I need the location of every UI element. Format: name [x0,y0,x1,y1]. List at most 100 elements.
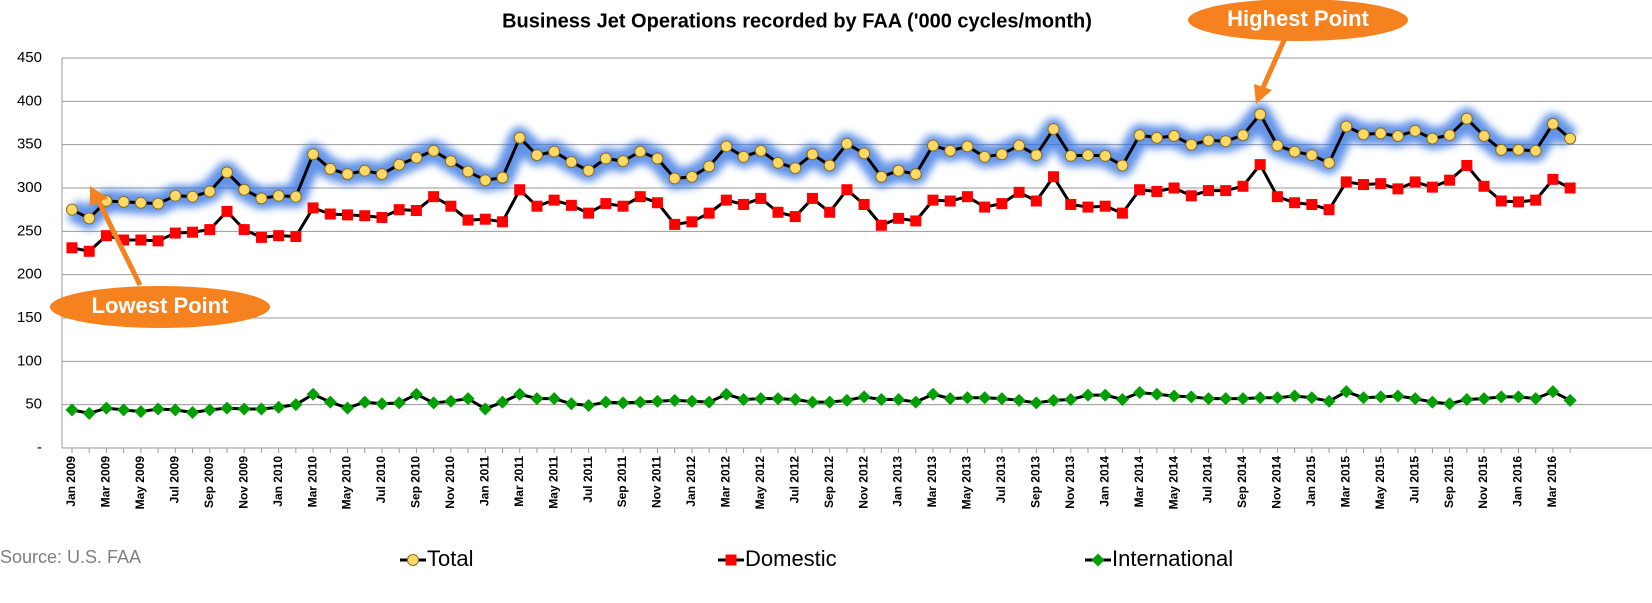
marker [1358,179,1369,191]
marker [1013,186,1025,198]
marker [583,207,595,219]
x-tick-label: Jul 2009 [167,456,181,504]
y-tick-label: 250 [17,222,42,239]
legend-label: International [1112,546,1233,571]
x-tick-label: Nov 2012 [856,456,870,509]
marker [479,213,491,225]
marker [427,144,440,157]
marker [152,197,165,210]
marker [874,392,888,406]
marker [1047,393,1061,407]
marker [703,160,716,173]
marker [1339,385,1353,399]
marker [995,392,1009,406]
marker [1529,392,1543,406]
marker [909,395,923,409]
marker [1564,132,1577,145]
marker [840,137,853,150]
x-tick-label: Jul 2010 [374,456,388,504]
marker [134,405,148,419]
marker [152,235,164,247]
marker [943,392,957,406]
marker [858,198,870,210]
marker [1012,393,1026,407]
marker [909,168,922,181]
marker [875,219,887,231]
marker [358,395,372,409]
marker [772,206,784,218]
x-tick-label: Sep 2013 [1028,456,1042,508]
plot-area: - 50 100 150 200 250 300 350 400 450 Jan 2009 Mar 2… [17,49,1652,509]
marker [409,387,423,401]
marker [1375,178,1387,190]
marker [1409,176,1421,188]
series-line [71,163,1571,253]
marker [1408,392,1422,406]
marker [1512,143,1525,156]
arrow [1259,36,1288,92]
marker [737,392,751,406]
marker [341,401,355,415]
marker [1064,392,1078,406]
marker [444,155,457,168]
marker [1460,392,1474,406]
marker [513,131,526,144]
legend-item: International [1085,546,1233,571]
marker [1288,145,1301,158]
x-tick-label: Sep 2010 [409,456,423,508]
marker [255,231,267,243]
marker [650,394,664,408]
marker [1305,149,1318,162]
marker [1546,385,1560,399]
marker [668,393,682,407]
marker [306,387,320,401]
marker [1168,130,1181,142]
y-tick-label: 150 [17,309,42,326]
annotation-high: Highest Point [1188,0,1408,104]
marker [788,392,802,406]
marker [203,403,217,417]
marker [1322,394,1336,408]
marker [1547,173,1559,185]
marker [255,192,268,205]
x-tick-label: Jan 2014 [1097,456,1111,507]
marker [1494,390,1508,404]
x-tick-label: Nov 2013 [1063,456,1077,509]
marker [135,234,147,246]
marker [634,145,647,158]
marker [83,245,95,257]
marker [1081,149,1094,162]
marker [375,397,389,411]
marker [220,401,234,415]
marker [1098,388,1112,402]
marker [1546,117,1559,130]
marker [548,194,560,206]
marker [1133,129,1146,142]
marker [289,190,302,203]
marker [755,192,767,204]
marker [393,158,406,171]
callout [50,286,270,328]
x-tick-label: Sep 2011 [615,456,629,508]
marker [1460,112,1473,125]
marker [1495,195,1507,207]
marker [359,210,371,222]
marker [771,392,785,406]
marker [892,164,905,177]
marker [82,406,96,420]
marker [341,168,354,181]
marker [1150,131,1163,144]
marker [514,184,526,196]
marker [1392,183,1404,195]
marker [685,170,698,183]
y-tick-label: 300 [17,179,42,196]
x-tick-label: May 2012 [753,456,767,510]
marker [462,214,474,226]
x-tick-label: Jul 2013 [994,456,1008,504]
marker [289,398,303,412]
marker [1288,389,1302,403]
marker [323,395,337,409]
marker [805,395,819,409]
marker [513,387,527,401]
